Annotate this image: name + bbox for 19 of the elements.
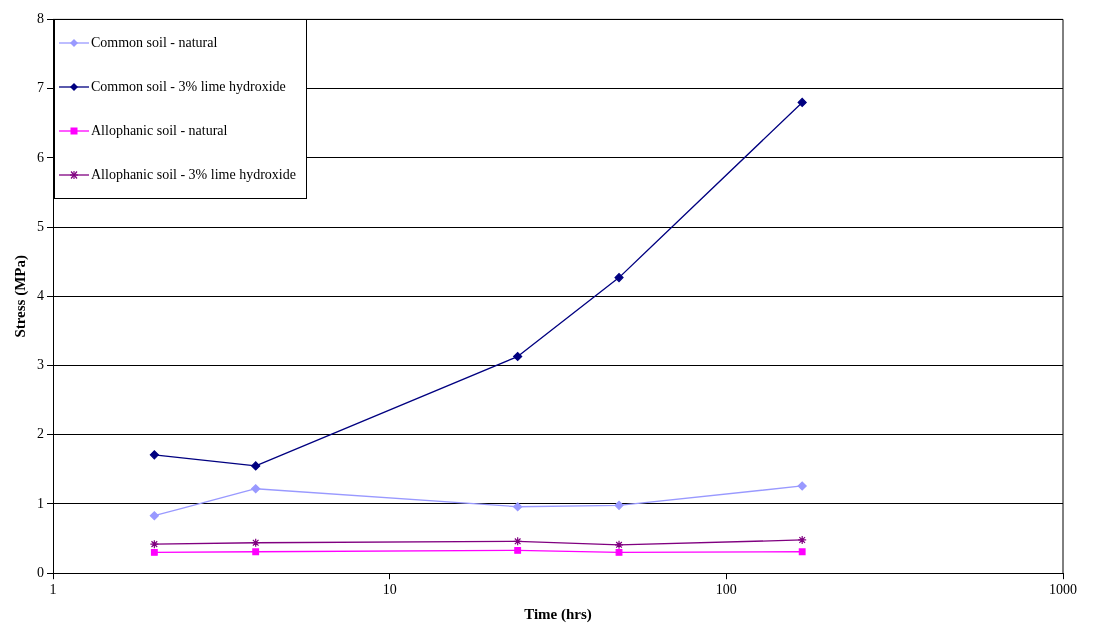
y-tick-label: 4: [37, 287, 44, 303]
x-axis-title: Time (hrs): [524, 605, 592, 623]
legend-label: Allophanic soil - natural: [91, 123, 228, 140]
y-tick-label: 2: [37, 426, 44, 442]
x-tick-label: 1000: [1049, 582, 1077, 598]
y-tick-label: 7: [37, 80, 44, 96]
y-tick-label: 1: [37, 495, 44, 511]
y-axis-title: Stress (MPa): [11, 254, 29, 338]
y-tick-label: 6: [37, 149, 44, 165]
y-tick-label: 0: [37, 564, 44, 580]
legend-label: Common soil - 3% lime hydroxide: [91, 79, 286, 96]
legend-label: Allophanic soil - 3% lime hydroxide: [91, 167, 296, 184]
y-tick-label: 5: [37, 218, 44, 234]
x-tick-label: 100: [715, 582, 737, 598]
y-tick-label: 8: [37, 11, 44, 27]
legend-label: Common soil - natural: [91, 35, 218, 52]
y-tick-label: 3: [37, 357, 44, 373]
x-tick-label: 10: [382, 582, 397, 598]
x-tick-label: 1: [49, 582, 57, 598]
